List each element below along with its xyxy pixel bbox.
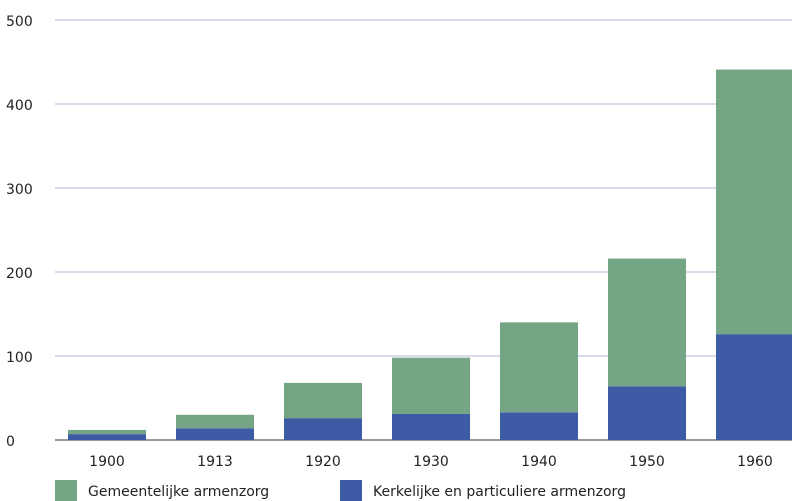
bar-segment (608, 258, 686, 387)
x-tick-label: 1950 (629, 454, 665, 470)
legend-label: Kerkelijke en particuliere armenzorg (373, 484, 626, 500)
bar-segment (284, 382, 362, 419)
bar-segment (68, 429, 146, 435)
x-tick-label: 1900 (89, 454, 125, 470)
bar-segment (68, 434, 146, 440)
y-tick-label: 200 (6, 266, 33, 282)
y-tick-label: 400 (6, 98, 33, 114)
bar-segment (716, 69, 792, 335)
x-tick-label: 1960 (737, 454, 773, 470)
bar-segment (284, 418, 362, 440)
x-tick-label: 1940 (521, 454, 557, 470)
bar-segment (608, 386, 686, 440)
bar-segment (176, 428, 254, 440)
bar-segment (500, 412, 578, 440)
y-tick-label: 300 (6, 182, 33, 198)
bar-segment (392, 413, 470, 440)
legend-label: Gemeentelijke armenzorg (88, 484, 269, 500)
y-tick-label: 500 (6, 14, 33, 30)
bar-segment (392, 357, 470, 414)
x-tick-label: 1913 (197, 454, 233, 470)
x-tick-label: 1920 (305, 454, 341, 470)
bar-segment (500, 322, 578, 413)
bar-segment (176, 414, 254, 429)
y-tick-label: 100 (6, 350, 33, 366)
legend-swatch (55, 480, 77, 501)
legend-swatch (340, 480, 362, 501)
bar-segment (716, 334, 792, 440)
x-tick-label: 1930 (413, 454, 449, 470)
y-tick-label: 0 (6, 434, 15, 450)
